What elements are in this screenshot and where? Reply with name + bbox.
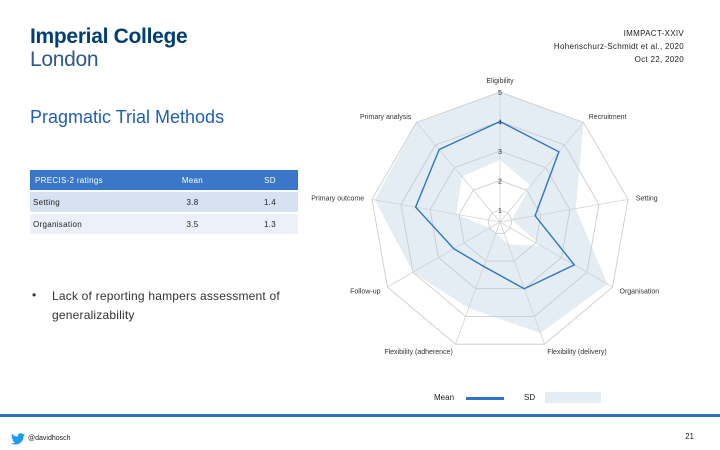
twitter-handle: @davidhosch xyxy=(28,435,71,442)
cell-mean: 3.5 xyxy=(143,214,242,234)
meta-date: Oct 22, 2020 xyxy=(634,55,684,64)
axis-label: Eligibility xyxy=(486,78,514,85)
table-row: Setting 3.8 1.4 xyxy=(30,192,298,212)
spoke xyxy=(499,199,629,223)
page-number: 21 xyxy=(685,432,694,441)
tick-label: 2 xyxy=(498,179,502,186)
bullet-text: Lack of reporting hampers assessment of … xyxy=(52,289,280,322)
meta-citation: Hohenschurz-Schmidt et al., 2020 xyxy=(553,42,684,51)
axis-label: Setting xyxy=(636,196,658,203)
cell-sd: 1.3 xyxy=(241,214,298,234)
header-precis: PRECIS-2 ratings xyxy=(30,170,143,190)
bottom-divider xyxy=(0,414,720,417)
spoke xyxy=(387,221,501,288)
grid-ring-1 xyxy=(487,209,513,234)
logo-line-2: London xyxy=(30,48,99,71)
grid-ring-5 xyxy=(371,91,629,345)
spoke xyxy=(455,221,501,345)
tick-label: 3 xyxy=(498,149,502,156)
axis-label: Primary analysis xyxy=(360,114,412,121)
legend-sd-label: SD xyxy=(524,393,536,402)
legend-mean-label: Mean xyxy=(434,393,455,402)
slide-title: Pragmatic Trial Methods xyxy=(30,107,225,127)
spoke xyxy=(371,199,501,223)
legend-mean-swatch xyxy=(466,397,504,400)
spoke xyxy=(416,122,501,223)
legend-sd-swatch xyxy=(545,392,601,403)
spoke xyxy=(499,221,545,345)
cell-mean: 3.8 xyxy=(143,192,242,212)
spoke xyxy=(499,221,613,288)
axis-label: Follow-up xyxy=(350,289,380,296)
tick-label: 4 xyxy=(498,120,502,127)
meta-conference: IMMPACT-XXIV xyxy=(623,29,684,38)
cell-sd: 1.4 xyxy=(241,192,298,212)
spoke xyxy=(499,122,584,223)
grid-ring-3 xyxy=(429,150,571,290)
axis-label: Primary outcome xyxy=(311,196,364,203)
logo-line-1: Imperial College xyxy=(30,25,188,48)
axis-label: Flexibility (adherence) xyxy=(384,349,452,356)
sd-band xyxy=(374,92,608,334)
mean-series-line xyxy=(414,120,576,290)
table-row: Organisation 3.5 1.3 xyxy=(30,214,298,234)
table-header-row: PRECIS-2 ratings Mean SD xyxy=(30,170,298,190)
axis-label: Recruitment xyxy=(589,114,627,121)
ratings-table: PRECIS-2 ratings Mean SD Setting 3.8 1.4… xyxy=(30,168,298,236)
header-mean: Mean xyxy=(143,170,242,190)
header-sd: SD xyxy=(241,170,298,190)
axis-label: Organisation xyxy=(620,289,660,296)
cell-label: Organisation xyxy=(30,214,143,234)
tick-label: 5 xyxy=(498,90,502,97)
tick-label: 1 xyxy=(498,208,502,215)
axis-label: Flexibility (delivery) xyxy=(547,349,607,356)
cell-label: Setting xyxy=(30,192,143,212)
grid-ring-2 xyxy=(458,180,542,262)
header-meta: IMMPACT-XXIV Hohenschurz-Schmidt et al.,… xyxy=(554,27,684,66)
grid-ring-4 xyxy=(400,121,600,317)
bullet-marker: • xyxy=(32,288,37,302)
twitter-icon xyxy=(11,433,25,445)
imperial-college-logo: Imperial College London xyxy=(30,25,188,71)
